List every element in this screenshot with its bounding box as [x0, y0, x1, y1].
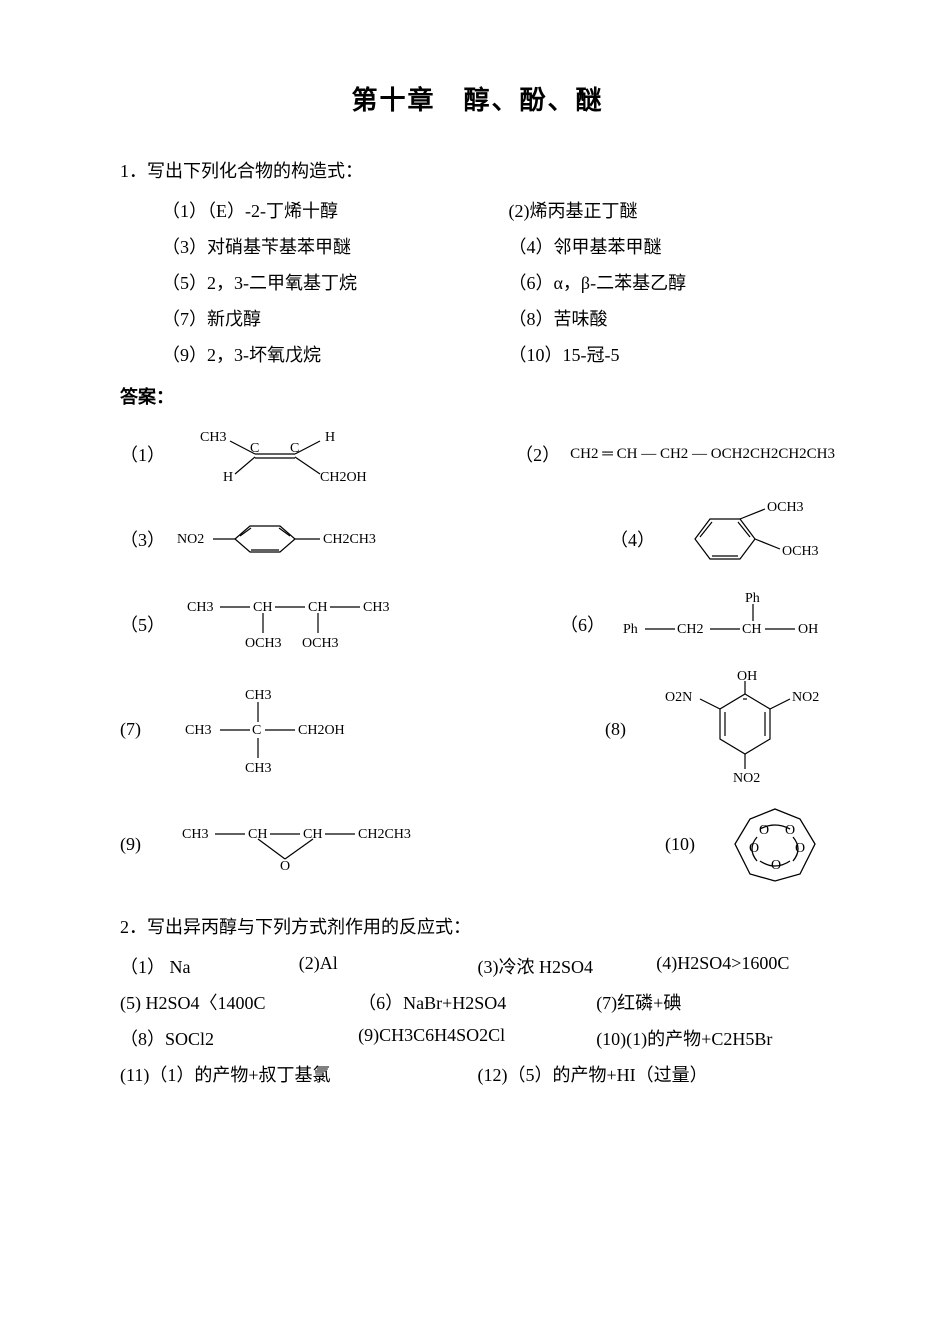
- q2-item-10: (10)(1)的产物+C2H5Br: [596, 1025, 834, 1051]
- svg-text:O: O: [795, 841, 805, 856]
- q2-item-12: (12)（5）的产物+HI（过量）: [478, 1061, 836, 1087]
- svg-text:C: C: [290, 441, 299, 456]
- q1-item-6: （6）α，β-二苯基乙醇: [509, 269, 836, 295]
- q1-item-7: （7）新戊醇: [162, 305, 489, 331]
- answer-7-num: (7): [120, 719, 160, 740]
- structure-9: CH3 CH CH CH2CH3 O: [170, 814, 420, 874]
- svg-text:CH3: CH3: [245, 688, 271, 703]
- q2-item-2: (2)Al: [299, 953, 478, 979]
- svg-text:O2N: O2N: [665, 690, 692, 705]
- q2-item-5: (5) H2SO4〈1400C: [120, 989, 358, 1015]
- svg-text:CH3: CH3: [185, 723, 211, 738]
- q2-item-4: (4)H2SO4>1600C: [656, 953, 835, 979]
- answer-6-num: （6）: [560, 611, 605, 637]
- q1-heading: 1．写出下列化合物的构造式：: [120, 157, 835, 183]
- answer-9-num: (9): [120, 834, 160, 855]
- svg-text:NO2: NO2: [792, 690, 819, 705]
- q1-item-3: （3）对硝基苄基苯甲醚: [162, 233, 489, 259]
- svg-text:OH: OH: [737, 669, 757, 684]
- svg-text:NO2: NO2: [177, 532, 204, 547]
- svg-text:OCH3: OCH3: [782, 544, 819, 559]
- answer-1: （1） CH3 H H CH2OH C C: [120, 419, 375, 489]
- svg-text:OCH3: OCH3: [302, 636, 339, 651]
- answer-5-num: （5）: [120, 611, 165, 637]
- svg-text:NO2: NO2: [733, 771, 760, 786]
- svg-text:CH3: CH3: [187, 600, 213, 615]
- svg-text:CH: CH: [253, 600, 272, 615]
- svg-text:CH3: CH3: [363, 600, 389, 615]
- q1-item-8: （8）苦味酸: [509, 305, 836, 331]
- svg-text:CH: CH: [742, 622, 761, 637]
- q2-item-6: （6）NaBr+H2SO4: [358, 989, 596, 1015]
- structure-3: NO2 CH2CH3: [175, 514, 395, 564]
- q1-item-9: （9）2，3-坏氧戊烷: [162, 341, 489, 367]
- answer-4: （4） OCH3 OCH3: [610, 499, 835, 579]
- q1-item-4: （4）邻甲基苯甲醚: [509, 233, 836, 259]
- q1-item-1: （1）（E）-2-丁烯十醇: [162, 197, 489, 223]
- q1-item-5: （5）2，3-二甲氧基丁烷: [162, 269, 489, 295]
- svg-text:H: H: [223, 470, 233, 485]
- answer-4-num: （4）: [610, 526, 655, 552]
- answers-container: （1） CH3 H H CH2OH C C （2） CH2 ═: [120, 419, 835, 889]
- chapter-title: 第十章 醇、酚、醚: [120, 80, 835, 117]
- answer-1-num: （1）: [120, 441, 165, 467]
- svg-text:CH2CH3: CH2CH3: [358, 827, 411, 842]
- svg-text:CH2CH3: CH2CH3: [323, 532, 376, 547]
- answer-6: （6） Ph CH2 CH OH Ph: [560, 589, 835, 659]
- svg-text:O: O: [749, 841, 759, 856]
- svg-text:Ph: Ph: [745, 591, 760, 606]
- answer-10: (10) O O O O O: [665, 799, 835, 889]
- answers-label: 答案：: [120, 383, 835, 409]
- svg-text:O: O: [771, 858, 781, 873]
- svg-text:Ph: Ph: [623, 622, 638, 637]
- structure-10: O O O O O: [715, 799, 835, 889]
- svg-text:O: O: [280, 859, 290, 874]
- q2-item-1: （1） Na: [120, 953, 299, 979]
- answer-8: (8) OH NO2 O2N NO2: [605, 669, 835, 789]
- svg-text:CH3: CH3: [245, 761, 271, 776]
- answer-2: （2） CH2 ═ CH — CH2 — OCH2CH2CH2CH3: [515, 441, 835, 467]
- q1-item-10: （10）15-冠-5: [509, 341, 836, 367]
- structure-6: Ph CH2 CH OH Ph: [615, 589, 835, 659]
- q2-item-11: (11)（1）的产物+叔丁基氯: [120, 1061, 478, 1087]
- svg-text:C: C: [250, 441, 259, 456]
- q2-item-7: (7)红磷+碘: [596, 989, 834, 1015]
- q2-heading: 2．写出异丙醇与下列方式剂作用的反应式：: [120, 913, 835, 939]
- q2-item-9: (9)CH3C6H4SO2Cl: [358, 1025, 596, 1051]
- answer-2-formula: CH2 ═ CH — CH2 — OCH2CH2CH2CH3: [570, 446, 835, 463]
- svg-text:O: O: [759, 823, 769, 838]
- svg-text:CH2: CH2: [677, 622, 703, 637]
- answer-3: （3） NO2 CH2CH3: [120, 514, 395, 564]
- q1-items: （1）（E）-2-丁烯十醇 (2)烯丙基正丁醚 （3）对硝基苄基苯甲醚 （4）邻…: [120, 197, 835, 367]
- svg-text:CH2OH: CH2OH: [320, 470, 367, 485]
- svg-text:CH: CH: [303, 827, 322, 842]
- q2-item-3: (3)冷浓 H2SO4: [478, 953, 657, 979]
- answer-7: (7) CH3 C CH2OH CH3 CH3: [120, 682, 380, 777]
- answer-9: (9) CH3 CH CH CH2CH3 O: [120, 814, 420, 874]
- answer-2-num: （2）: [515, 441, 560, 467]
- svg-text:OCH3: OCH3: [767, 500, 804, 515]
- answer-5: （5） CH3 CH CH CH3 OCH3 OCH3: [120, 589, 405, 659]
- structure-1: CH3 H H CH2OH C C: [175, 419, 375, 489]
- svg-text:OH: OH: [798, 622, 818, 637]
- structure-7: CH3 C CH2OH CH3 CH3: [170, 682, 380, 777]
- svg-text:CH: CH: [248, 827, 267, 842]
- answer-8-num: (8): [605, 719, 645, 740]
- svg-text:CH3: CH3: [200, 430, 226, 445]
- q2-item-8: （8）SOCl2: [120, 1025, 358, 1051]
- answer-3-num: （3）: [120, 526, 165, 552]
- svg-text:C: C: [252, 723, 261, 738]
- structure-4: OCH3 OCH3: [665, 499, 835, 579]
- structure-5: CH3 CH CH CH3 OCH3 OCH3: [175, 589, 405, 659]
- q1-item-2: (2)烯丙基正丁醚: [509, 197, 836, 223]
- structure-8: OH NO2 O2N NO2: [655, 669, 835, 789]
- answer-10-num: (10): [665, 834, 705, 855]
- svg-text:OCH3: OCH3: [245, 636, 282, 651]
- svg-text:CH3: CH3: [182, 827, 208, 842]
- svg-text:O: O: [785, 823, 795, 838]
- q2-items: （1） Na (2)Al (3)冷浓 H2SO4 (4)H2SO4>1600C …: [120, 953, 835, 1087]
- svg-text:CH2OH: CH2OH: [298, 723, 345, 738]
- svg-text:H: H: [325, 430, 335, 445]
- svg-text:CH: CH: [308, 600, 327, 615]
